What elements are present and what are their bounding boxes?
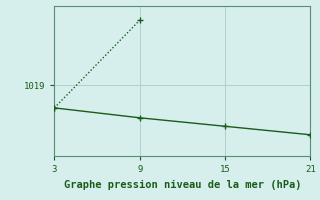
X-axis label: Graphe pression niveau de la mer (hPa): Graphe pression niveau de la mer (hPa) — [64, 180, 301, 190]
